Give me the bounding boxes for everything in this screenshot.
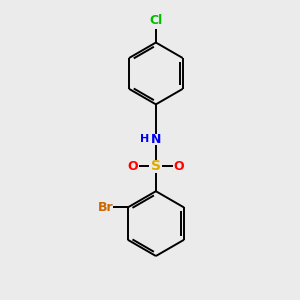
Text: O: O	[174, 160, 184, 173]
Text: S: S	[151, 159, 161, 173]
Text: O: O	[127, 160, 138, 173]
Text: H: H	[140, 134, 149, 144]
Text: Br: Br	[98, 201, 114, 214]
Text: Cl: Cl	[149, 14, 163, 27]
Text: N: N	[151, 133, 161, 146]
